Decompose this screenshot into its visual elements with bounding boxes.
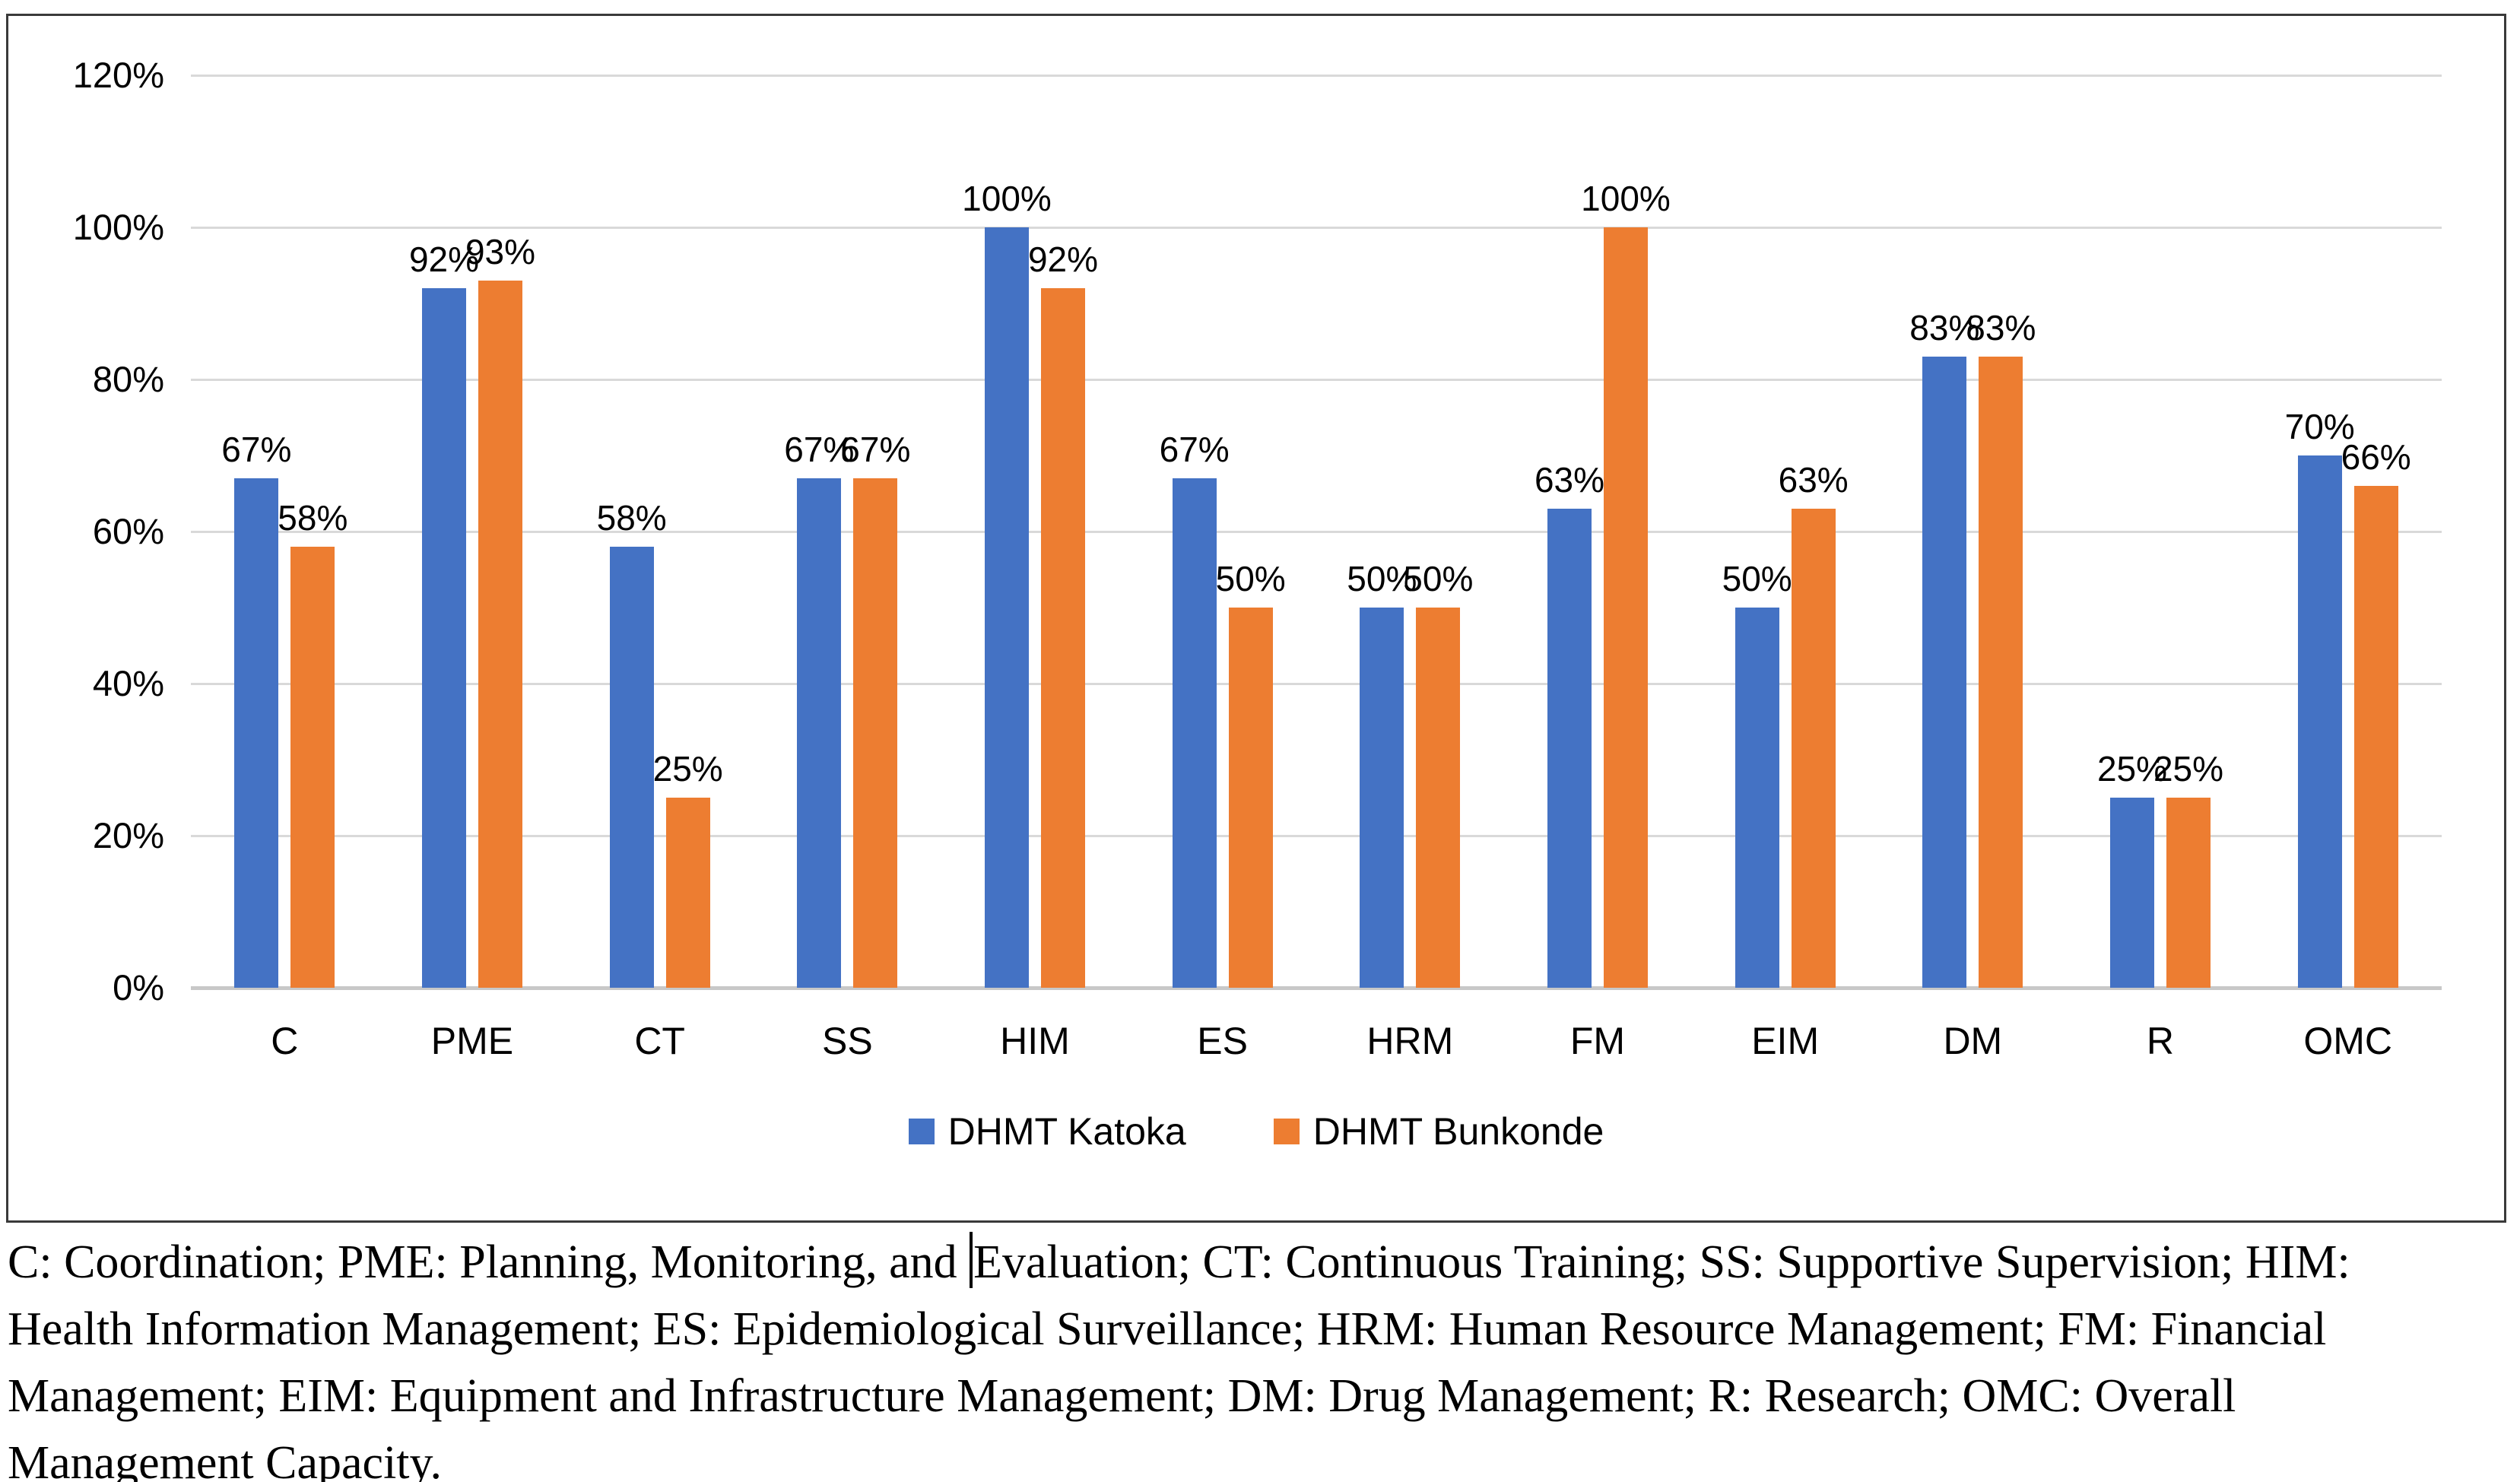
bar-c-katoka [234,478,279,988]
x-axis-category-label: PME [430,1020,514,1062]
data-label: 50% [1215,559,1286,598]
data-label: 58% [596,498,667,538]
y-axis-tick-label: 60% [92,511,164,551]
data-label: 93% [465,232,536,271]
x-axis-category-label: C [271,1020,299,1062]
data-label: 92% [408,240,480,279]
x-axis-category-label: R [2146,1020,2175,1062]
bar-r-katoka [2110,798,2154,988]
data-label: 100% [1581,179,1671,218]
caption-line-4: Management Capacity. [8,1437,442,1482]
legend-swatch-icon [908,1119,935,1144]
bar-eim-bunkonde [1791,509,1836,988]
bar-ct-bunkonde [665,798,710,988]
data-label: 63% [1534,460,1605,500]
bar-dm-katoka [1922,357,1967,988]
bar-r-bunkonde [2166,798,2211,988]
data-label: 66% [2341,437,2411,477]
y-axis-tick-label: 80% [92,359,164,399]
gridline [191,379,2442,381]
bar-fm-bunkonde [1604,227,1648,988]
bar-es-katoka [1172,478,1217,988]
bar-fm-katoka [1547,509,1592,988]
bar-hrm-katoka [1360,608,1404,988]
chart-legend: DHMT Katoka DHMT Bunkonde [8,1109,2504,1154]
bar-ss-katoka [797,478,842,988]
bar-dm-bunkonde [1979,357,2023,988]
bar-pme-bunkonde [478,281,522,988]
data-label: 70% [2284,407,2355,446]
caption-line-1: C: Coordination; PME: Planning, Monitori… [8,1229,2514,1296]
x-axis-category-label: DM [1943,1020,2003,1062]
gridline [191,683,2442,685]
data-label: 83% [1909,308,1980,347]
data-label: 50% [1403,559,1474,598]
data-label: 100% [962,179,1052,218]
legend-label: DHMT Katoka [947,1110,1186,1153]
x-axis-category-label: CT [634,1020,685,1062]
y-axis-tick-label: 40% [92,663,164,703]
caption-line-2: Health Information Management; ES: Epide… [8,1303,2327,1355]
data-label: 67% [784,430,855,469]
y-axis-tick-label: 20% [92,815,164,855]
bar-hrm-bunkonde [1416,608,1461,988]
bar-ss-bunkonde [853,478,898,988]
bar-chart[interactable]: 0% 20% 40% 60% 80% 100% 120% 67% 58% 92% 93% 58% 25… [6,14,2506,1223]
x-axis-category-label: FM [1569,1020,1626,1062]
x-axis-category-label: HRM [1366,1020,1454,1062]
data-label: 50% [1722,559,1792,598]
gridline [191,227,2442,229]
y-axis-tick-label: 100% [72,207,164,247]
legend-item: DHMT Bunkonde [1273,1109,1604,1154]
gridline [191,75,2442,77]
x-axis-category-label: HIM [1000,1020,1070,1062]
plot-area: 67% 58% 92% 93% 58% 25% 67% 67% 100% 92% 67% 50% 50%… [191,75,2442,990]
caption-line-3: Management; EIM: Equipment and Infrastru… [8,1370,2236,1422]
text-cursor [970,1232,973,1288]
bar-c-bunkonde [290,547,335,988]
gridline [191,835,2442,837]
bar-es-bunkonde [1228,608,1273,988]
legend-label: DHMT Bunkonde [1312,1110,1604,1153]
y-axis-tick-label: 0% [113,967,164,1008]
data-label: 25% [2153,749,2224,789]
legend-item: DHMT Katoka [908,1109,1186,1154]
data-label: 58% [278,498,348,538]
data-label: 50% [1347,559,1417,598]
bar-him-bunkonde [1041,288,1085,988]
bar-omc-katoka [2297,455,2342,988]
y-axis-tick-label: 120% [72,55,164,95]
data-label: 67% [1159,430,1230,469]
data-label: 67% [221,430,292,469]
bar-ct-katoka [609,547,654,988]
x-axis-category-label: SS [821,1020,873,1062]
data-label: 83% [1966,308,2036,347]
data-label: 67% [840,430,911,469]
x-axis-category-label: ES [1197,1020,1248,1062]
bar-him-katoka [985,227,1029,988]
caption-text: C: Coordination; PME: Planning, Monitori… [8,1236,970,1288]
caption-text: Evaluation; CT: Continuous Training; SS:… [973,1236,2350,1288]
bar-eim-katoka [1734,608,1779,988]
data-label: 63% [1778,460,1849,500]
data-label: 92% [1027,240,1099,279]
x-axis-category-label: EIM [1751,1020,1820,1062]
bar-pme-katoka [422,288,466,988]
data-label: 25% [2096,749,2168,789]
legend-swatch-icon [1273,1119,1300,1144]
x-axis-line [191,986,2442,990]
data-label: 25% [652,749,723,789]
figure-caption[interactable]: C: Coordination; PME: Planning, Monitori… [8,1229,2514,1482]
bar-omc-bunkonde [2353,486,2398,988]
gridline [191,531,2442,533]
x-axis-category-label: OMC [2303,1020,2392,1062]
